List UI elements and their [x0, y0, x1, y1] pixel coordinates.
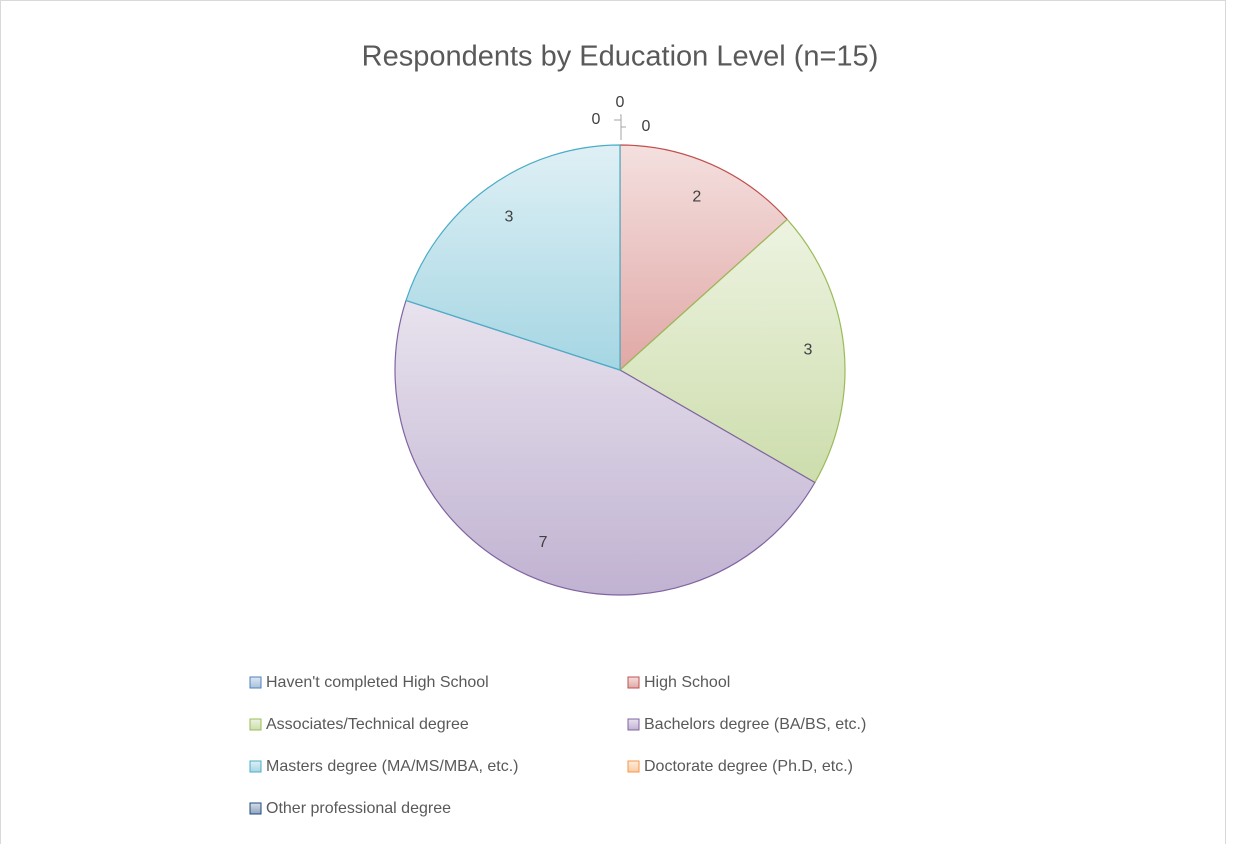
- data-label: 2: [692, 189, 701, 206]
- legend-swatch: [249, 718, 262, 731]
- legend-swatch: [249, 760, 262, 773]
- legend-label: Doctorate degree (Ph.D, etc.): [644, 758, 853, 775]
- legend-label: Haven't completed High School: [266, 674, 489, 691]
- pie-slice: [394, 299, 816, 596]
- chart-title: Respondents by Education Level (n=15): [362, 41, 879, 73]
- legend-label: Masters degree (MA/MS/MBA, etc.): [266, 758, 519, 775]
- legend-swatch: [627, 676, 640, 689]
- legend-swatch: [627, 718, 640, 731]
- data-label: 7: [539, 534, 548, 551]
- pie-slice: [405, 144, 621, 371]
- legend-swatch: [249, 676, 262, 689]
- data-label: 0: [616, 94, 625, 111]
- leader-line: [620, 126, 626, 140]
- legend-swatch: [627, 760, 640, 773]
- legend-label: High School: [644, 674, 730, 691]
- data-label: 3: [504, 208, 513, 225]
- data-label: 0: [592, 111, 601, 128]
- data-label: 0: [642, 118, 651, 135]
- pie-slice: [618, 218, 846, 484]
- legend-label: Bachelors degree (BA/BS, etc.): [644, 716, 866, 733]
- legend-label: Other professional degree: [266, 800, 451, 817]
- pie-slice: [619, 144, 789, 372]
- data-label: 3: [804, 341, 813, 358]
- legend-label: Associates/Technical degree: [266, 716, 469, 733]
- legend-swatch: [249, 802, 262, 815]
